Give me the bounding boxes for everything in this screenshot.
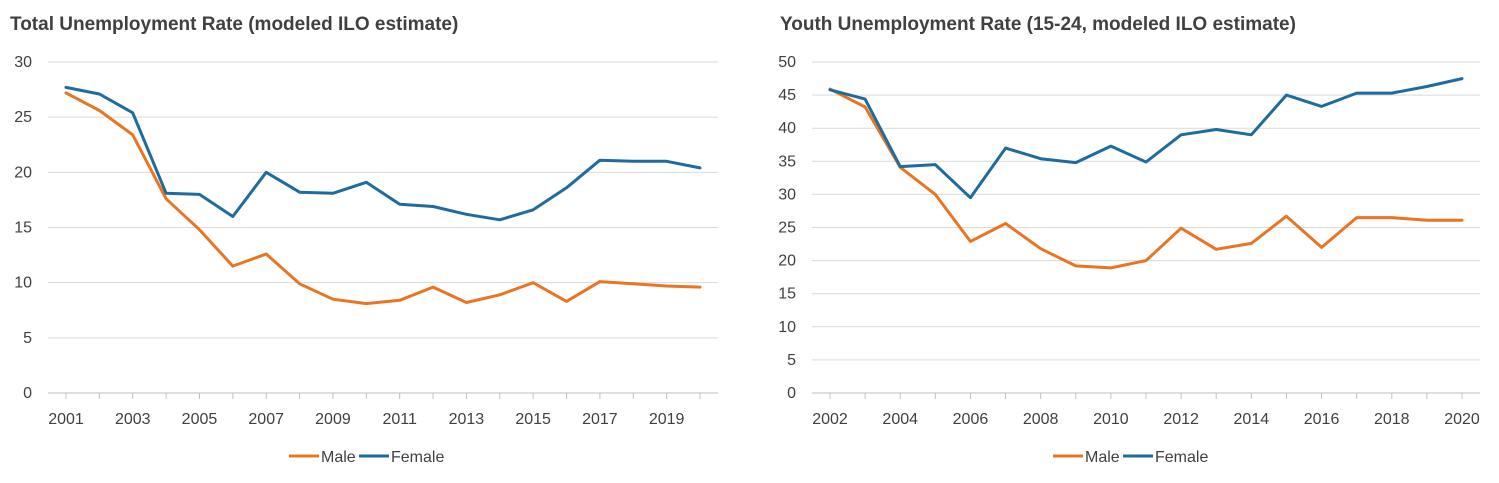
x-tick-label: 2014	[1234, 411, 1270, 428]
legend-label-female: Female	[1155, 449, 1208, 466]
x-tick-label: 2019	[649, 411, 685, 428]
x-tick-label: 2002	[812, 411, 848, 428]
x-tick-label: 2008	[1023, 411, 1059, 428]
y-tick-label: 45	[778, 87, 796, 104]
x-tick-label: 2005	[182, 411, 218, 428]
y-tick-label: 20	[778, 253, 796, 270]
y-tick-label: 30	[778, 186, 796, 203]
y-tick-label: 20	[14, 164, 32, 181]
x-tick-label: 2013	[449, 411, 485, 428]
chart-youth-unemployment: Youth Unemployment Rate (15-24, modeled …	[760, 0, 1499, 483]
x-tick-label: 2001	[48, 411, 84, 428]
x-tick-label: 2018	[1374, 411, 1410, 428]
legend-label-male: Male	[1085, 449, 1120, 466]
series-line-female	[828, 77, 1464, 200]
y-tick-label: 10	[14, 275, 32, 292]
y-tick-label: 5	[787, 352, 796, 369]
y-tick-label: 10	[778, 319, 796, 336]
y-tick-label: 50	[778, 54, 796, 71]
plot-area: 0 5 10 15 20 25 30 2001 2003 2005 2007 2009 2011 2013…	[14, 54, 718, 466]
chart-title: Total Unemployment Rate (modeled ILO est…	[10, 14, 459, 35]
x-tick-label: 2012	[1163, 411, 1199, 428]
y-tick-label: 0	[787, 385, 796, 402]
y-tick-label: 40	[778, 120, 796, 137]
chart-title: Youth Unemployment Rate (15-24, modeled …	[780, 14, 1296, 35]
plot-area: 0 5 10 15 20 25 30 35 40 45 50 2002 2004 2006 2008 2010…	[778, 54, 1480, 466]
x-tick-label: 2006	[953, 411, 989, 428]
series-line-female	[64, 85, 702, 222]
y-tick-label: 35	[778, 153, 796, 170]
x-tick-label: 2017	[582, 411, 618, 428]
x-tick-label: 2009	[315, 411, 351, 428]
x-tick-label: 2004	[882, 411, 918, 428]
x-tick-label: 2016	[1304, 411, 1340, 428]
y-tick-label: 25	[778, 220, 796, 237]
y-tick-label: 30	[14, 54, 32, 71]
x-tick-label: 2003	[115, 411, 151, 428]
x-tick-label: 2007	[248, 411, 284, 428]
x-tick-label: 2020	[1444, 411, 1480, 428]
y-tick-label: 15	[14, 220, 32, 237]
legend: Male Female	[1053, 449, 1208, 466]
chart-total-unemployment: Total Unemployment Rate (modeled ILO est…	[0, 0, 740, 483]
series-line-male	[64, 91, 702, 306]
x-tick-label: 2011	[382, 411, 417, 428]
y-tick-label: 5	[23, 330, 32, 347]
x-tick-label: 2015	[515, 411, 551, 428]
legend-label-female: Female	[391, 449, 444, 466]
legend-label-male: Male	[321, 449, 356, 466]
x-tick-label: 2010	[1093, 411, 1129, 428]
series-line-male	[828, 87, 1464, 270]
y-tick-label: 0	[23, 385, 32, 402]
y-tick-label: 15	[778, 286, 796, 303]
y-tick-label: 25	[14, 109, 32, 126]
legend: Male Female	[289, 449, 444, 466]
